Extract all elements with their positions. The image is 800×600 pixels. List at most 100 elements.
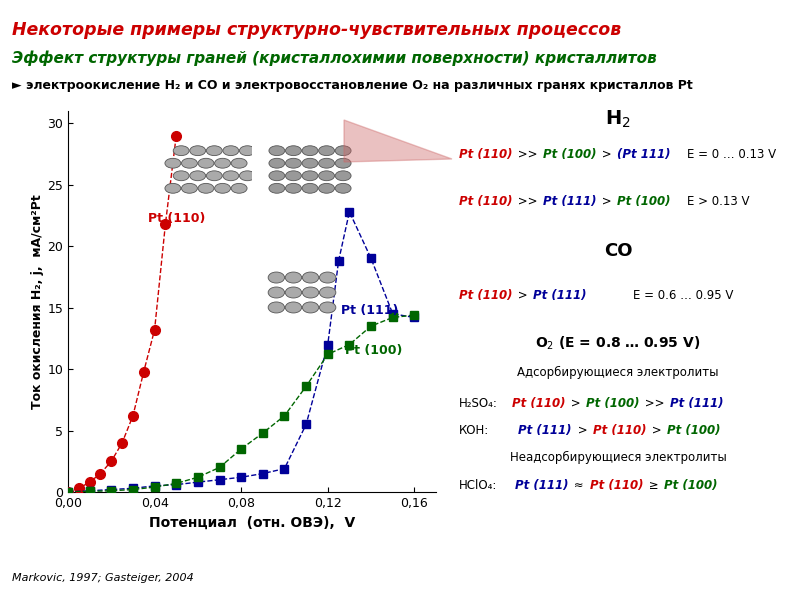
Text: Pt (110): Pt (110) [458, 195, 512, 208]
Text: Pt (111): Pt (111) [518, 424, 572, 437]
Text: Pt (111): Pt (111) [341, 304, 398, 317]
Circle shape [214, 184, 230, 193]
Text: Markovic, 1997; Gasteiger, 2004: Markovic, 1997; Gasteiger, 2004 [12, 573, 194, 583]
Circle shape [198, 158, 214, 168]
Circle shape [319, 272, 336, 283]
Text: >: > [648, 424, 665, 437]
Circle shape [214, 158, 230, 168]
Circle shape [302, 171, 318, 181]
Text: (Pt 111): (Pt 111) [617, 148, 670, 161]
Text: H₂SO₄:: H₂SO₄: [458, 397, 498, 410]
Text: >>: >> [514, 148, 541, 161]
Circle shape [174, 171, 189, 181]
Circle shape [165, 158, 181, 168]
Circle shape [335, 184, 351, 193]
Circle shape [302, 158, 318, 168]
Circle shape [286, 302, 302, 313]
Circle shape [318, 171, 334, 181]
Text: E = 0 … 0.13 V: E = 0 … 0.13 V [672, 148, 776, 161]
Circle shape [286, 272, 302, 283]
Text: CO: CO [604, 242, 632, 260]
Circle shape [335, 158, 351, 168]
Text: ≈: ≈ [570, 479, 588, 493]
Text: Некоторые примеры структурно-чувствительных процессов: Некоторые примеры структурно-чувствитель… [12, 21, 622, 39]
Text: Pt (100): Pt (100) [345, 344, 402, 358]
Text: >: > [598, 195, 615, 208]
Text: Эффект структуры граней (кристаллохимии поверхности) кристаллитов: Эффект структуры граней (кристаллохимии … [12, 51, 657, 67]
Text: >>: >> [514, 195, 541, 208]
Text: КОН:: КОН: [458, 424, 489, 437]
Text: >: > [598, 148, 615, 161]
Circle shape [286, 171, 302, 181]
Text: Pt (100): Pt (100) [664, 479, 718, 493]
Text: Pt (111): Pt (111) [515, 479, 569, 493]
Circle shape [174, 146, 189, 155]
Circle shape [182, 158, 198, 168]
Circle shape [190, 171, 206, 181]
Polygon shape [344, 120, 452, 162]
Circle shape [206, 171, 222, 181]
Text: H$_2$: H$_2$ [605, 109, 631, 130]
Circle shape [190, 146, 206, 155]
Text: Pt (100): Pt (100) [617, 195, 670, 208]
Text: Pt (110): Pt (110) [593, 424, 646, 437]
Circle shape [286, 184, 302, 193]
Text: E = 0.6 … 0.95 V: E = 0.6 … 0.95 V [588, 289, 734, 302]
Text: Pt (110): Pt (110) [148, 212, 206, 224]
Text: Pt (100): Pt (100) [586, 397, 640, 410]
Text: Pt (110): Pt (110) [512, 397, 566, 410]
Circle shape [165, 184, 181, 193]
Text: HClO₄:: HClO₄: [458, 479, 497, 493]
Circle shape [302, 184, 318, 193]
Circle shape [239, 171, 255, 181]
Circle shape [286, 287, 302, 298]
Text: Неадсорбирующиеся электролиты: Неадсорбирующиеся электролиты [510, 451, 726, 464]
Circle shape [198, 184, 214, 193]
Circle shape [302, 302, 318, 313]
Circle shape [286, 146, 302, 155]
Y-axis label: Ток окисления H₂, j,  мА/см²Pt: Ток окисления H₂, j, мА/см²Pt [31, 194, 45, 409]
Text: Pt (100): Pt (100) [667, 424, 720, 437]
Circle shape [268, 302, 285, 313]
Text: E > 0.13 V: E > 0.13 V [672, 195, 750, 208]
Text: >: > [514, 289, 531, 302]
Text: Адсорбирующиеся электролиты: Адсорбирующиеся электролиты [518, 366, 718, 379]
Text: >: > [567, 397, 585, 410]
Circle shape [335, 146, 351, 155]
Text: Pt (111): Pt (111) [670, 397, 724, 410]
Text: Pt (111): Pt (111) [533, 289, 586, 302]
Circle shape [268, 272, 285, 283]
Circle shape [231, 184, 247, 193]
Text: Pt (110): Pt (110) [458, 289, 512, 302]
Circle shape [318, 158, 334, 168]
Circle shape [268, 287, 285, 298]
Circle shape [239, 146, 255, 155]
Circle shape [302, 287, 318, 298]
Text: Pt (100): Pt (100) [542, 148, 596, 161]
Text: Pt (110): Pt (110) [458, 148, 512, 161]
Text: O$_2$ (E = 0.8 … 0.95 V): O$_2$ (E = 0.8 … 0.95 V) [535, 335, 701, 352]
Text: ≥: ≥ [645, 479, 662, 493]
Circle shape [269, 184, 285, 193]
Circle shape [335, 171, 351, 181]
Circle shape [319, 302, 336, 313]
X-axis label: Потенциал  (отн. ОВЭ),  V: Потенциал (отн. ОВЭ), V [149, 515, 355, 529]
Circle shape [223, 171, 238, 181]
Circle shape [269, 158, 285, 168]
Circle shape [182, 184, 198, 193]
Circle shape [302, 146, 318, 155]
Text: Pt (110): Pt (110) [590, 479, 643, 493]
Text: Pt (111): Pt (111) [542, 195, 596, 208]
Circle shape [318, 184, 334, 193]
Circle shape [269, 171, 285, 181]
Circle shape [223, 146, 238, 155]
Circle shape [286, 158, 302, 168]
Circle shape [318, 146, 334, 155]
Circle shape [302, 272, 318, 283]
Circle shape [319, 287, 336, 298]
Text: >>: >> [642, 397, 669, 410]
Text: >: > [574, 424, 591, 437]
Circle shape [231, 158, 247, 168]
Circle shape [206, 146, 222, 155]
Text: ► электроокисление H₂ и СО и электровосстановление O₂ на различных гранях криста: ► электроокисление H₂ и СО и электровосс… [12, 79, 693, 92]
